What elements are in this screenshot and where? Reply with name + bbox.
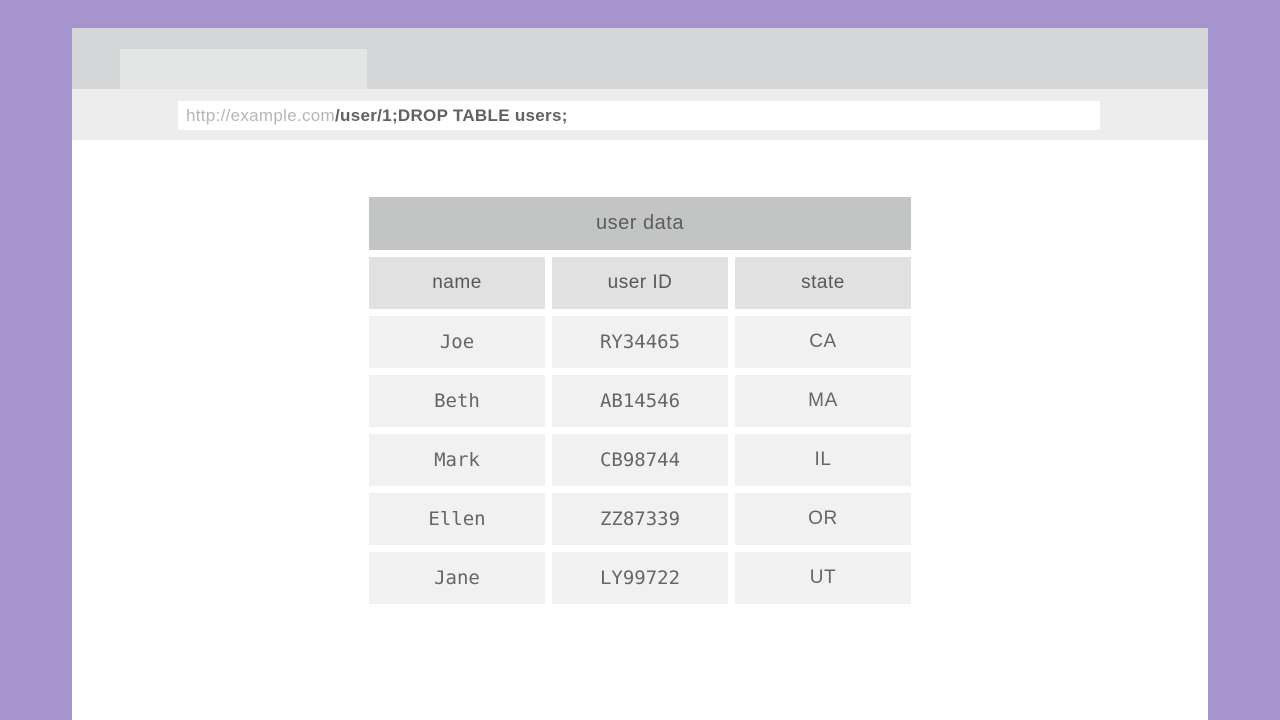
table-cell: MA [735, 375, 911, 427]
column-header-user-id: user ID [552, 257, 728, 309]
table-cell: ZZ87339 [552, 493, 728, 545]
url-input[interactable]: http://example.com/user/1;DROP TABLE use… [178, 101, 1100, 130]
table-cell: UT [735, 552, 911, 604]
column-header-state: state [735, 257, 911, 309]
table-title: user data [369, 197, 911, 250]
url-path-text: /user/1;DROP TABLE users; [335, 105, 568, 125]
table-cell: Joe [369, 316, 545, 368]
table-cell: Ellen [369, 493, 545, 545]
table-cell: CA [735, 316, 911, 368]
table-cell: RY34465 [552, 316, 728, 368]
table-cell: AB14546 [552, 375, 728, 427]
table-cell: Mark [369, 434, 545, 486]
browser-urlbar: http://example.com/user/1;DROP TABLE use… [72, 89, 1208, 140]
browser-window: http://example.com/user/1;DROP TABLE use… [72, 28, 1208, 720]
browser-tab[interactable] [120, 49, 367, 89]
table-cell: LY99722 [552, 552, 728, 604]
column-header-name: name [369, 257, 545, 309]
browser-titlebar [72, 28, 1208, 89]
table-cell: CB98744 [552, 434, 728, 486]
user-data-table: user data name user ID state Joe RY34465… [369, 197, 911, 604]
table-cell: Jane [369, 552, 545, 604]
url-domain-text: http://example.com [186, 105, 336, 125]
table-cell: IL [735, 434, 911, 486]
table-grid: name user ID state Joe RY34465 CA Beth A… [369, 257, 911, 604]
table-cell: Beth [369, 375, 545, 427]
table-cell: OR [735, 493, 911, 545]
